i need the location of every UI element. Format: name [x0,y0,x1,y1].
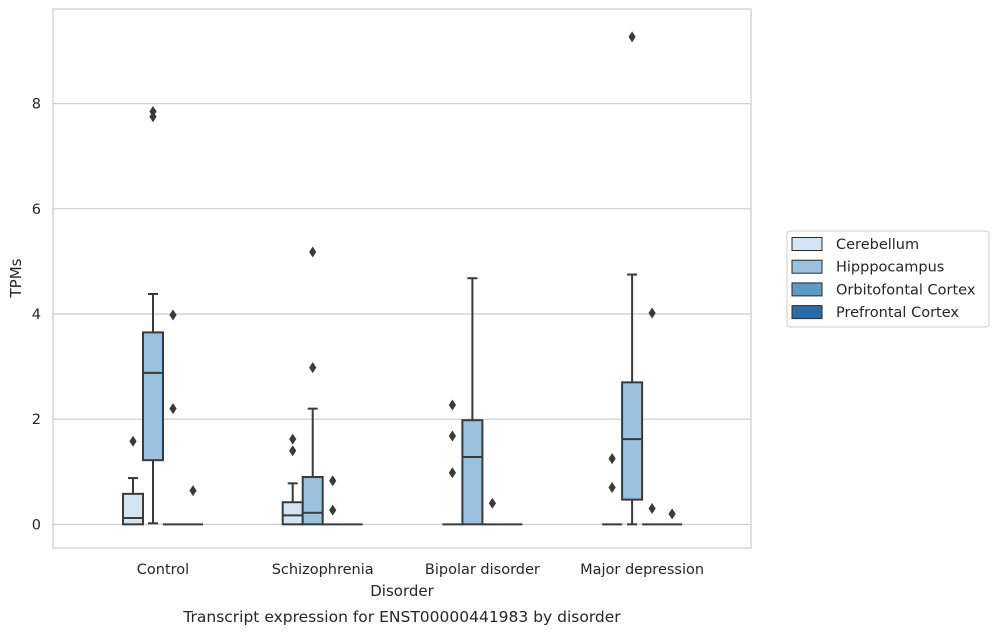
x-tick-label: Control [137,562,189,578]
box-3-3 [662,508,683,526]
y-tick-label: 2 [32,412,41,428]
outlier-point [149,106,157,118]
outlier-point [289,433,297,445]
y-tick-label: 6 [32,202,41,218]
box-2-2 [482,497,503,526]
outlier-point [608,453,616,465]
box-body [281,501,304,526]
legend-swatch [791,305,823,320]
box-1-1 [301,246,324,526]
box-0-0 [122,435,144,526]
outlier-point [189,485,197,497]
box-body [461,419,484,526]
box-body [621,381,644,501]
box-3-0 [602,453,623,526]
x-axis-label: Disorder [370,582,434,600]
x-tick-label: Bipolar disorder [425,562,540,578]
box-body [301,476,324,526]
outlier-point [648,503,656,515]
outlier-point [169,309,177,321]
outlier-point [129,435,137,447]
legend-label: Orbitofontal Cortex [836,282,976,298]
outlier-point [448,399,456,411]
box-3-2 [642,307,663,526]
box-3-1 [621,31,644,526]
legend: Cerebellum Hipppocampus Orbitofontal Corte… [786,230,990,328]
box-layer [122,31,683,526]
box-0-3 [183,485,203,526]
legend-frame [786,230,990,328]
legend-swatch [791,259,823,274]
y-tick-label: 4 [32,307,41,323]
outlier-point [329,504,337,516]
outlier-point [628,31,636,43]
outlier-point [289,445,297,457]
y-axis-label: TPMs [7,258,25,298]
y-tick-label: 0 [32,517,41,533]
legend-label: Hipppocampus [836,260,944,276]
outlier-point [309,246,317,258]
box-2-1 [461,277,484,526]
outlier-point [448,430,456,442]
x-tick-label: Schizophrenia [272,562,374,578]
legend-items: Cerebellum Hipppocampus Orbitofontal Corte… [791,237,976,321]
outlier-point [608,482,616,494]
y-tick-labels: 0 2 4 6 8 [32,97,41,534]
legend-swatch [791,237,823,251]
box-body [142,331,164,462]
outlier-point [488,497,496,509]
chart-caption: Transcript expression for ENST0000044198… [182,608,621,626]
box-body [122,492,144,526]
box-1-2 [322,475,343,526]
outlier-point [329,475,337,487]
outlier-point [668,508,676,520]
legend-label: Cerebellum [836,237,919,253]
x-tick-labels: Control Schizophrenia Bipolar disorder Majo… [137,562,704,578]
box-1-0 [281,433,304,526]
outlier-point [648,307,656,319]
box-2-0 [442,399,463,526]
outlier-point [169,403,177,415]
outlier-point [448,467,456,479]
y-tick-label: 8 [32,97,41,113]
legend-label: Prefrontal Cortex [836,305,959,321]
x-tick-label: Major depression [580,562,704,578]
plot-frame [52,8,752,549]
box-0-1 [142,106,164,525]
outlier-point [309,362,317,374]
box-0-2 [163,309,183,526]
legend-swatch [791,282,823,297]
